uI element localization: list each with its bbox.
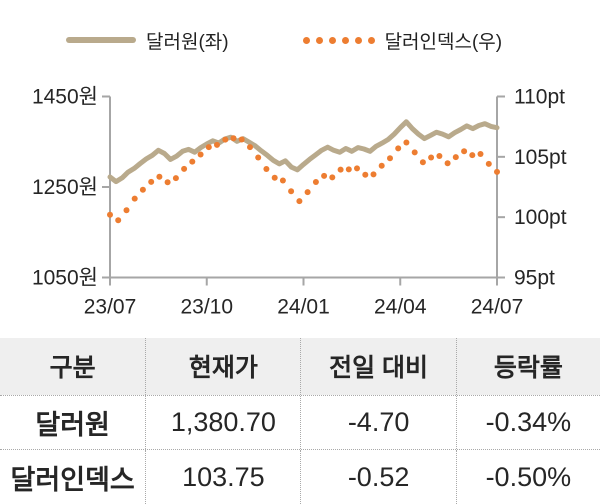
table-row-usdkrw: 달러원 1,380.70 -4.70 -0.34% (0, 394, 600, 450)
legend-label-dollar-index: 달러인덱스(우) (384, 31, 503, 53)
row-pct-change: -0.34% (485, 406, 572, 437)
row-label: 달러원 (0, 395, 147, 450)
svg-text:24/01: 24/01 (277, 296, 330, 319)
chart-legend: 달러원(좌) 달러인덱스(우) (66, 27, 502, 53)
table-header-pct-change: 등락률 (493, 354, 563, 383)
svg-text:23/07: 23/07 (84, 296, 137, 319)
table-row-dollar-index: 달러인덱스 103.75 -0.52 -0.50% (0, 449, 600, 504)
svg-text:24/04: 24/04 (374, 296, 427, 319)
usdkrw-line-swatch-icon (66, 37, 136, 43)
dollar-index-dots-swatch-icon (302, 36, 375, 44)
svg-text:105pt: 105pt (514, 146, 567, 169)
svg-text:1450원: 1450원 (32, 86, 98, 109)
row-label: 달러인덱스 (0, 450, 147, 504)
price-chart: 1450원 1250원 1050원 110pt 105pt 100pt 95pt 23/07 2… (32, 86, 567, 319)
svg-text:23/10: 23/10 (180, 296, 233, 319)
table-header-category: 구분 (0, 338, 147, 395)
row-last-price: 1,380.70 (146, 395, 302, 450)
table-header-last-price: 현재가 (146, 338, 302, 395)
table-header-day-change: 전일 대비 (301, 338, 457, 395)
row-pct-change: -0.50% (485, 461, 572, 492)
svg-text:110pt: 110pt (514, 86, 565, 109)
price-chart-svg: 1450원 1250원 1050원 110pt 105pt 100pt 95pt 23/07 2… (32, 86, 567, 319)
table-header-row: 구분 현재가 전일 대비 등락률 (0, 338, 600, 395)
legend-item-dollar-index: 달러인덱스(우) (302, 27, 503, 54)
row-day-change: -0.52 (301, 450, 457, 504)
svg-text:100pt: 100pt (514, 206, 567, 229)
legend-item-usdkrw: 달러원(좌) (66, 27, 229, 54)
svg-text:24/07: 24/07 (471, 296, 524, 319)
svg-text:95pt: 95pt (514, 267, 555, 290)
svg-text:1050원: 1050원 (32, 267, 98, 290)
svg-text:1250원: 1250원 (32, 176, 98, 199)
row-last-price: 103.75 (146, 450, 302, 504)
legend-label-usdkrw: 달러원(좌) (146, 31, 229, 53)
row-day-change: -4.70 (301, 395, 457, 450)
summary-table: 구분 현재가 전일 대비 등락률 달러원 1,380.70 -4.70 -0.3… (0, 338, 600, 504)
